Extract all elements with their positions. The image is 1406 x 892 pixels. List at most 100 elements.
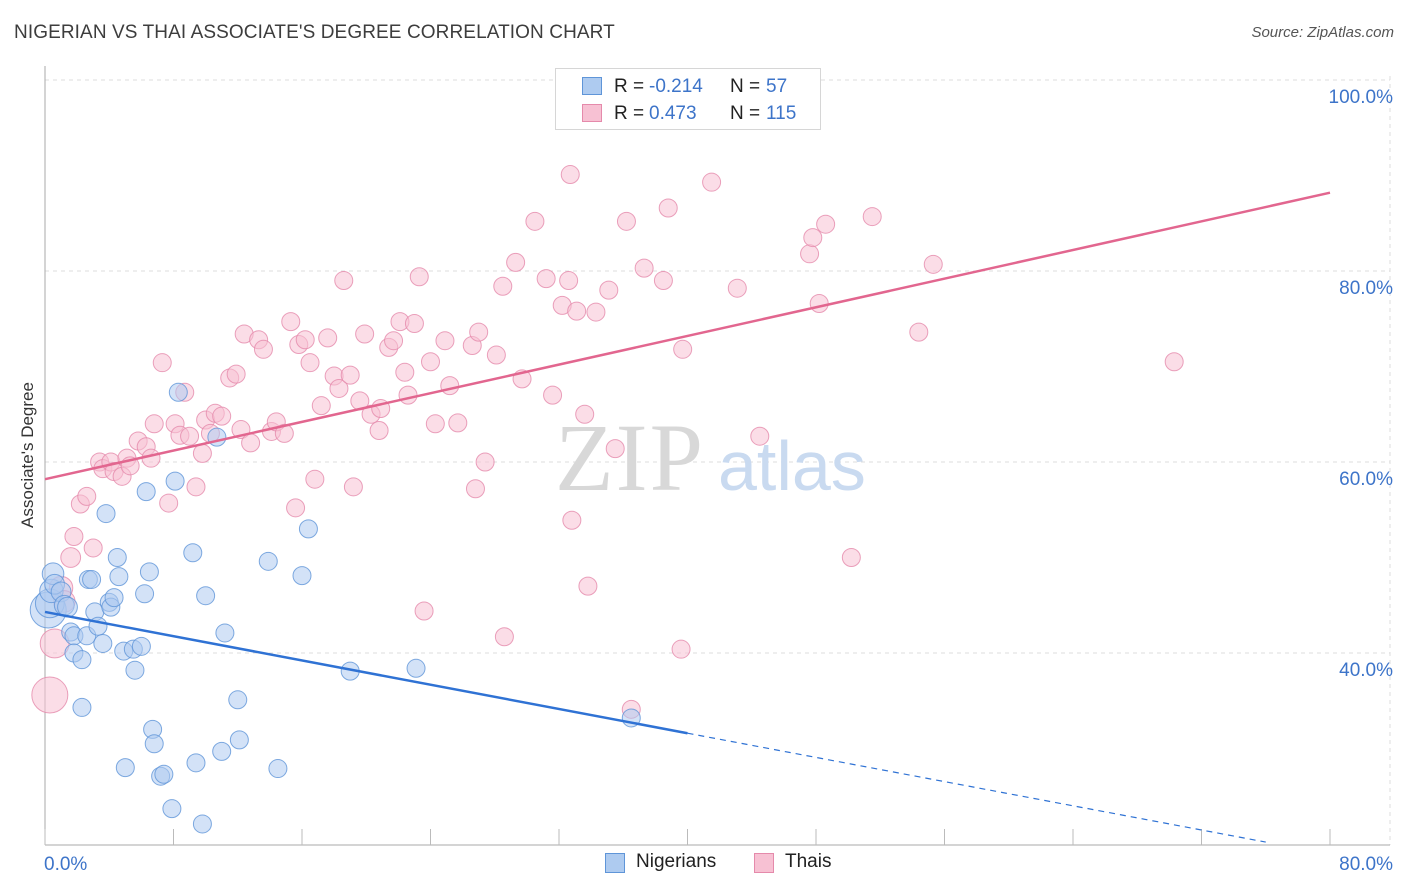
- nigerian-point: [144, 734, 164, 754]
- y-tick-label: 60.0%: [1339, 469, 1393, 490]
- nigerian-point: [212, 741, 232, 761]
- trendlines: [44, 191, 1331, 843]
- thai-point: [586, 302, 606, 322]
- thai-point: [192, 443, 212, 463]
- thai-point: [318, 328, 338, 348]
- thai-point: [506, 252, 526, 272]
- nigerian-point: [154, 764, 174, 784]
- thai-point: [575, 404, 595, 424]
- nigerian-point: [72, 697, 92, 717]
- thai-point: [803, 228, 823, 248]
- thai-point: [469, 322, 489, 342]
- thai-point: [414, 601, 434, 621]
- thai-point: [816, 214, 836, 234]
- thai-point: [465, 479, 485, 499]
- thai-point: [409, 267, 429, 287]
- correlation-stats-box: R = -0.214 N = 57 R = 0.473 N = 115: [555, 68, 821, 130]
- nigerian-point: [131, 636, 151, 656]
- thai-point: [186, 477, 206, 497]
- thai-point: [212, 406, 232, 426]
- thai-point: [241, 433, 261, 453]
- nigerian-point: [192, 814, 212, 834]
- thai-point: [634, 258, 654, 278]
- thai-point: [144, 414, 164, 434]
- nigerian-point: [107, 548, 127, 567]
- nigerian-point: [196, 586, 216, 606]
- nigerian-point: [186, 753, 206, 773]
- n-value: 115: [766, 103, 797, 124]
- y-tick-label: 40.0%: [1339, 660, 1393, 681]
- nigerian-point: [229, 730, 249, 750]
- thai-point: [343, 477, 363, 497]
- axes: [44, 66, 1390, 846]
- thai-point: [31, 676, 69, 714]
- nigerian-trendline: [44, 610, 688, 735]
- thai-point: [435, 331, 455, 351]
- y-tick-label: 80.0%: [1339, 278, 1393, 299]
- thai-point: [395, 362, 415, 382]
- thai-point: [599, 280, 619, 300]
- nigerians-legend-swatch: [605, 853, 625, 873]
- thai-point: [616, 211, 636, 231]
- n-value: 57: [766, 76, 788, 97]
- nigerian-point: [258, 551, 278, 571]
- thai-point: [525, 211, 545, 231]
- thai-point: [578, 576, 598, 596]
- nigerian-stats-row: R = -0.214 N = 57: [556, 74, 820, 100]
- y-tick-label: 100.0%: [1329, 87, 1394, 108]
- thai-point: [493, 276, 513, 296]
- nigerian-point: [183, 543, 203, 563]
- thai-point: [253, 339, 273, 359]
- thai-points: [31, 165, 1184, 719]
- thai-point: [311, 396, 331, 416]
- nigerian-point: [72, 650, 92, 670]
- nigerian-point: [165, 471, 185, 491]
- thai-point: [226, 364, 246, 384]
- thai-point: [398, 385, 418, 405]
- nigerian-point: [292, 566, 312, 586]
- r-value: 0.473: [649, 103, 697, 124]
- thai-point: [673, 339, 693, 359]
- nigerian-point: [125, 660, 145, 680]
- nigerian-point: [109, 567, 129, 587]
- thai-point: [562, 510, 582, 530]
- thai-point: [421, 352, 440, 372]
- nigerian-trendline-extension: [687, 732, 1266, 843]
- nigerian-point: [228, 690, 248, 710]
- nigerian-swatch: [582, 77, 602, 95]
- thai-point: [923, 254, 943, 274]
- nigerian-point: [96, 504, 116, 524]
- thai-point: [543, 385, 563, 405]
- nigerian-point: [93, 633, 113, 653]
- nigerian-point: [268, 759, 288, 779]
- thai-trendline: [44, 191, 1331, 481]
- thai-point: [340, 365, 360, 385]
- thai-point: [295, 330, 315, 350]
- thai-point: [486, 345, 506, 365]
- thai-point: [329, 378, 349, 398]
- thai-point: [560, 165, 580, 185]
- nigerian-point: [139, 562, 159, 582]
- thai-point: [567, 301, 587, 321]
- nigerians-legend-label: Nigerians: [636, 851, 717, 872]
- thai-point: [274, 423, 294, 443]
- thai-point: [305, 469, 325, 489]
- thai-point: [60, 547, 82, 568]
- svg-text:atlas: atlas: [718, 427, 866, 505]
- nigerian-point: [135, 584, 155, 604]
- thai-point: [77, 486, 97, 506]
- chart-title: NIGERIAN VS THAI ASSOCIATE'S DEGREE CORR…: [14, 22, 615, 43]
- r-label: R =: [614, 76, 645, 97]
- thai-point: [300, 353, 320, 373]
- nigerian-point: [82, 569, 102, 589]
- thai-point: [653, 271, 673, 291]
- nigerian-point: [168, 382, 188, 402]
- tick-labels: 40.0% 60.0% 80.0% 100.0% 0.0% 80.0%: [44, 87, 1393, 875]
- n-label: N =: [730, 103, 761, 124]
- thai-point: [64, 526, 84, 546]
- nigerian-point: [162, 799, 182, 819]
- thai-point: [334, 271, 354, 291]
- thai-point: [536, 269, 556, 289]
- thai-point: [727, 278, 747, 298]
- thai-point: [425, 414, 445, 434]
